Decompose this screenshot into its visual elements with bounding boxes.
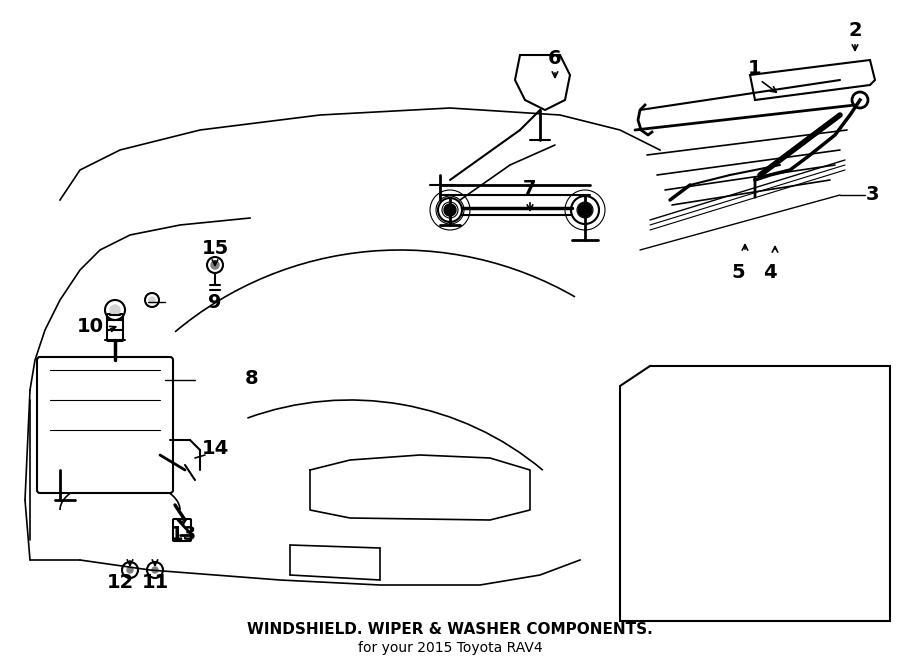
Circle shape: [152, 567, 158, 573]
Text: 1: 1: [748, 59, 761, 77]
Polygon shape: [750, 60, 875, 100]
Circle shape: [211, 261, 219, 269]
FancyBboxPatch shape: [173, 519, 191, 541]
Text: 14: 14: [202, 438, 229, 457]
Circle shape: [578, 203, 592, 217]
FancyBboxPatch shape: [107, 314, 123, 341]
Circle shape: [110, 305, 120, 315]
Circle shape: [444, 204, 456, 216]
Text: for your 2015 Toyota RAV4: for your 2015 Toyota RAV4: [357, 641, 543, 655]
Text: 6: 6: [548, 48, 562, 67]
FancyBboxPatch shape: [37, 357, 173, 493]
Text: WINDSHIELD. WIPER & WASHER COMPONENTS.: WINDSHIELD. WIPER & WASHER COMPONENTS.: [248, 623, 652, 637]
Polygon shape: [515, 55, 570, 110]
Text: 8: 8: [245, 368, 259, 387]
Text: 12: 12: [106, 572, 133, 592]
Circle shape: [127, 567, 133, 573]
Circle shape: [149, 297, 155, 303]
Text: 10: 10: [76, 317, 104, 336]
Text: 7: 7: [523, 178, 536, 198]
Text: 15: 15: [202, 239, 229, 258]
Text: 4: 4: [763, 262, 777, 282]
Text: 5: 5: [731, 262, 745, 282]
Text: 3: 3: [865, 186, 878, 204]
Text: 13: 13: [169, 525, 196, 545]
Text: 9: 9: [208, 293, 221, 311]
Text: 2: 2: [848, 20, 862, 40]
Text: 11: 11: [141, 572, 168, 592]
